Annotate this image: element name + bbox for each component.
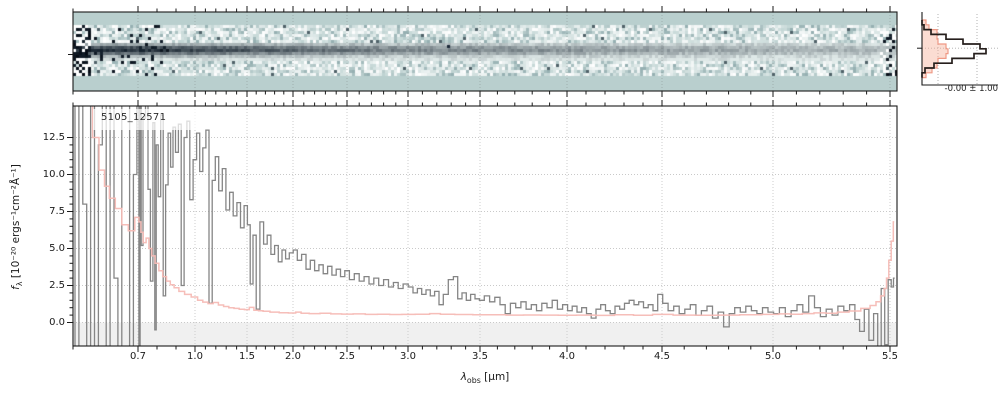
x-tick-label: 4.0 — [559, 351, 575, 362]
flux-spectrum-line — [74, 106, 895, 346]
y-tick-label: 10.0 — [42, 168, 65, 180]
y-axis-label-symbol: f — [9, 286, 22, 290]
y-tick-label: 5.0 — [49, 242, 65, 254]
y-tick-label: 2.5 — [49, 279, 65, 291]
y-tick-label: 7.5 — [49, 205, 65, 217]
x-tick-label: 5.0 — [765, 351, 781, 362]
histogram-stats-annotation: -0.00 ± 1.00 — [944, 84, 998, 94]
x-tick-label: 3.5 — [472, 351, 488, 362]
y-tick-label: 12.5 — [42, 131, 65, 143]
y-axis-label-subscript: λ — [15, 281, 25, 287]
residual-histogram — [921, 20, 987, 78]
x-axis-label: λobs [μm] — [461, 371, 510, 385]
expected-histogram — [922, 19, 949, 79]
source-id-label: 5105_12571 — [101, 112, 167, 123]
x-tick-label: 3.0 — [400, 351, 416, 362]
x-tick-label: 4.5 — [654, 351, 670, 362]
below-zero-band — [73, 322, 897, 346]
x-tick-label: 1.0 — [187, 351, 203, 362]
x-tick-label: 5.5 — [882, 351, 898, 362]
x-tick-label: 2.5 — [339, 351, 355, 362]
hist-axes-spine — [921, 12, 998, 86]
main-axes-spine — [72, 105, 898, 347]
x-tick-label: 1.5 — [239, 351, 255, 362]
x-tick-label: 2.0 — [285, 351, 301, 362]
x-axis-label-subscript: obs — [466, 376, 481, 386]
y-tick-label: 0.0 — [49, 316, 65, 328]
x-axis-label-symbol: λ — [460, 371, 467, 383]
source-id-box — [93, 109, 205, 130]
y-axis-label: fλ [10⁻²⁰ ergs⁻¹cm⁻²Å⁻¹] — [10, 164, 24, 290]
x-tick-label: 0.7 — [130, 351, 146, 362]
uncertainty-line — [91, 106, 895, 317]
x-axis-label-units: [μm] — [480, 371, 510, 383]
spectrum-2d-panel — [73, 12, 897, 91]
y-axis-label-units: [10⁻²⁰ ergs⁻¹cm⁻²Å⁻¹] — [9, 164, 22, 282]
